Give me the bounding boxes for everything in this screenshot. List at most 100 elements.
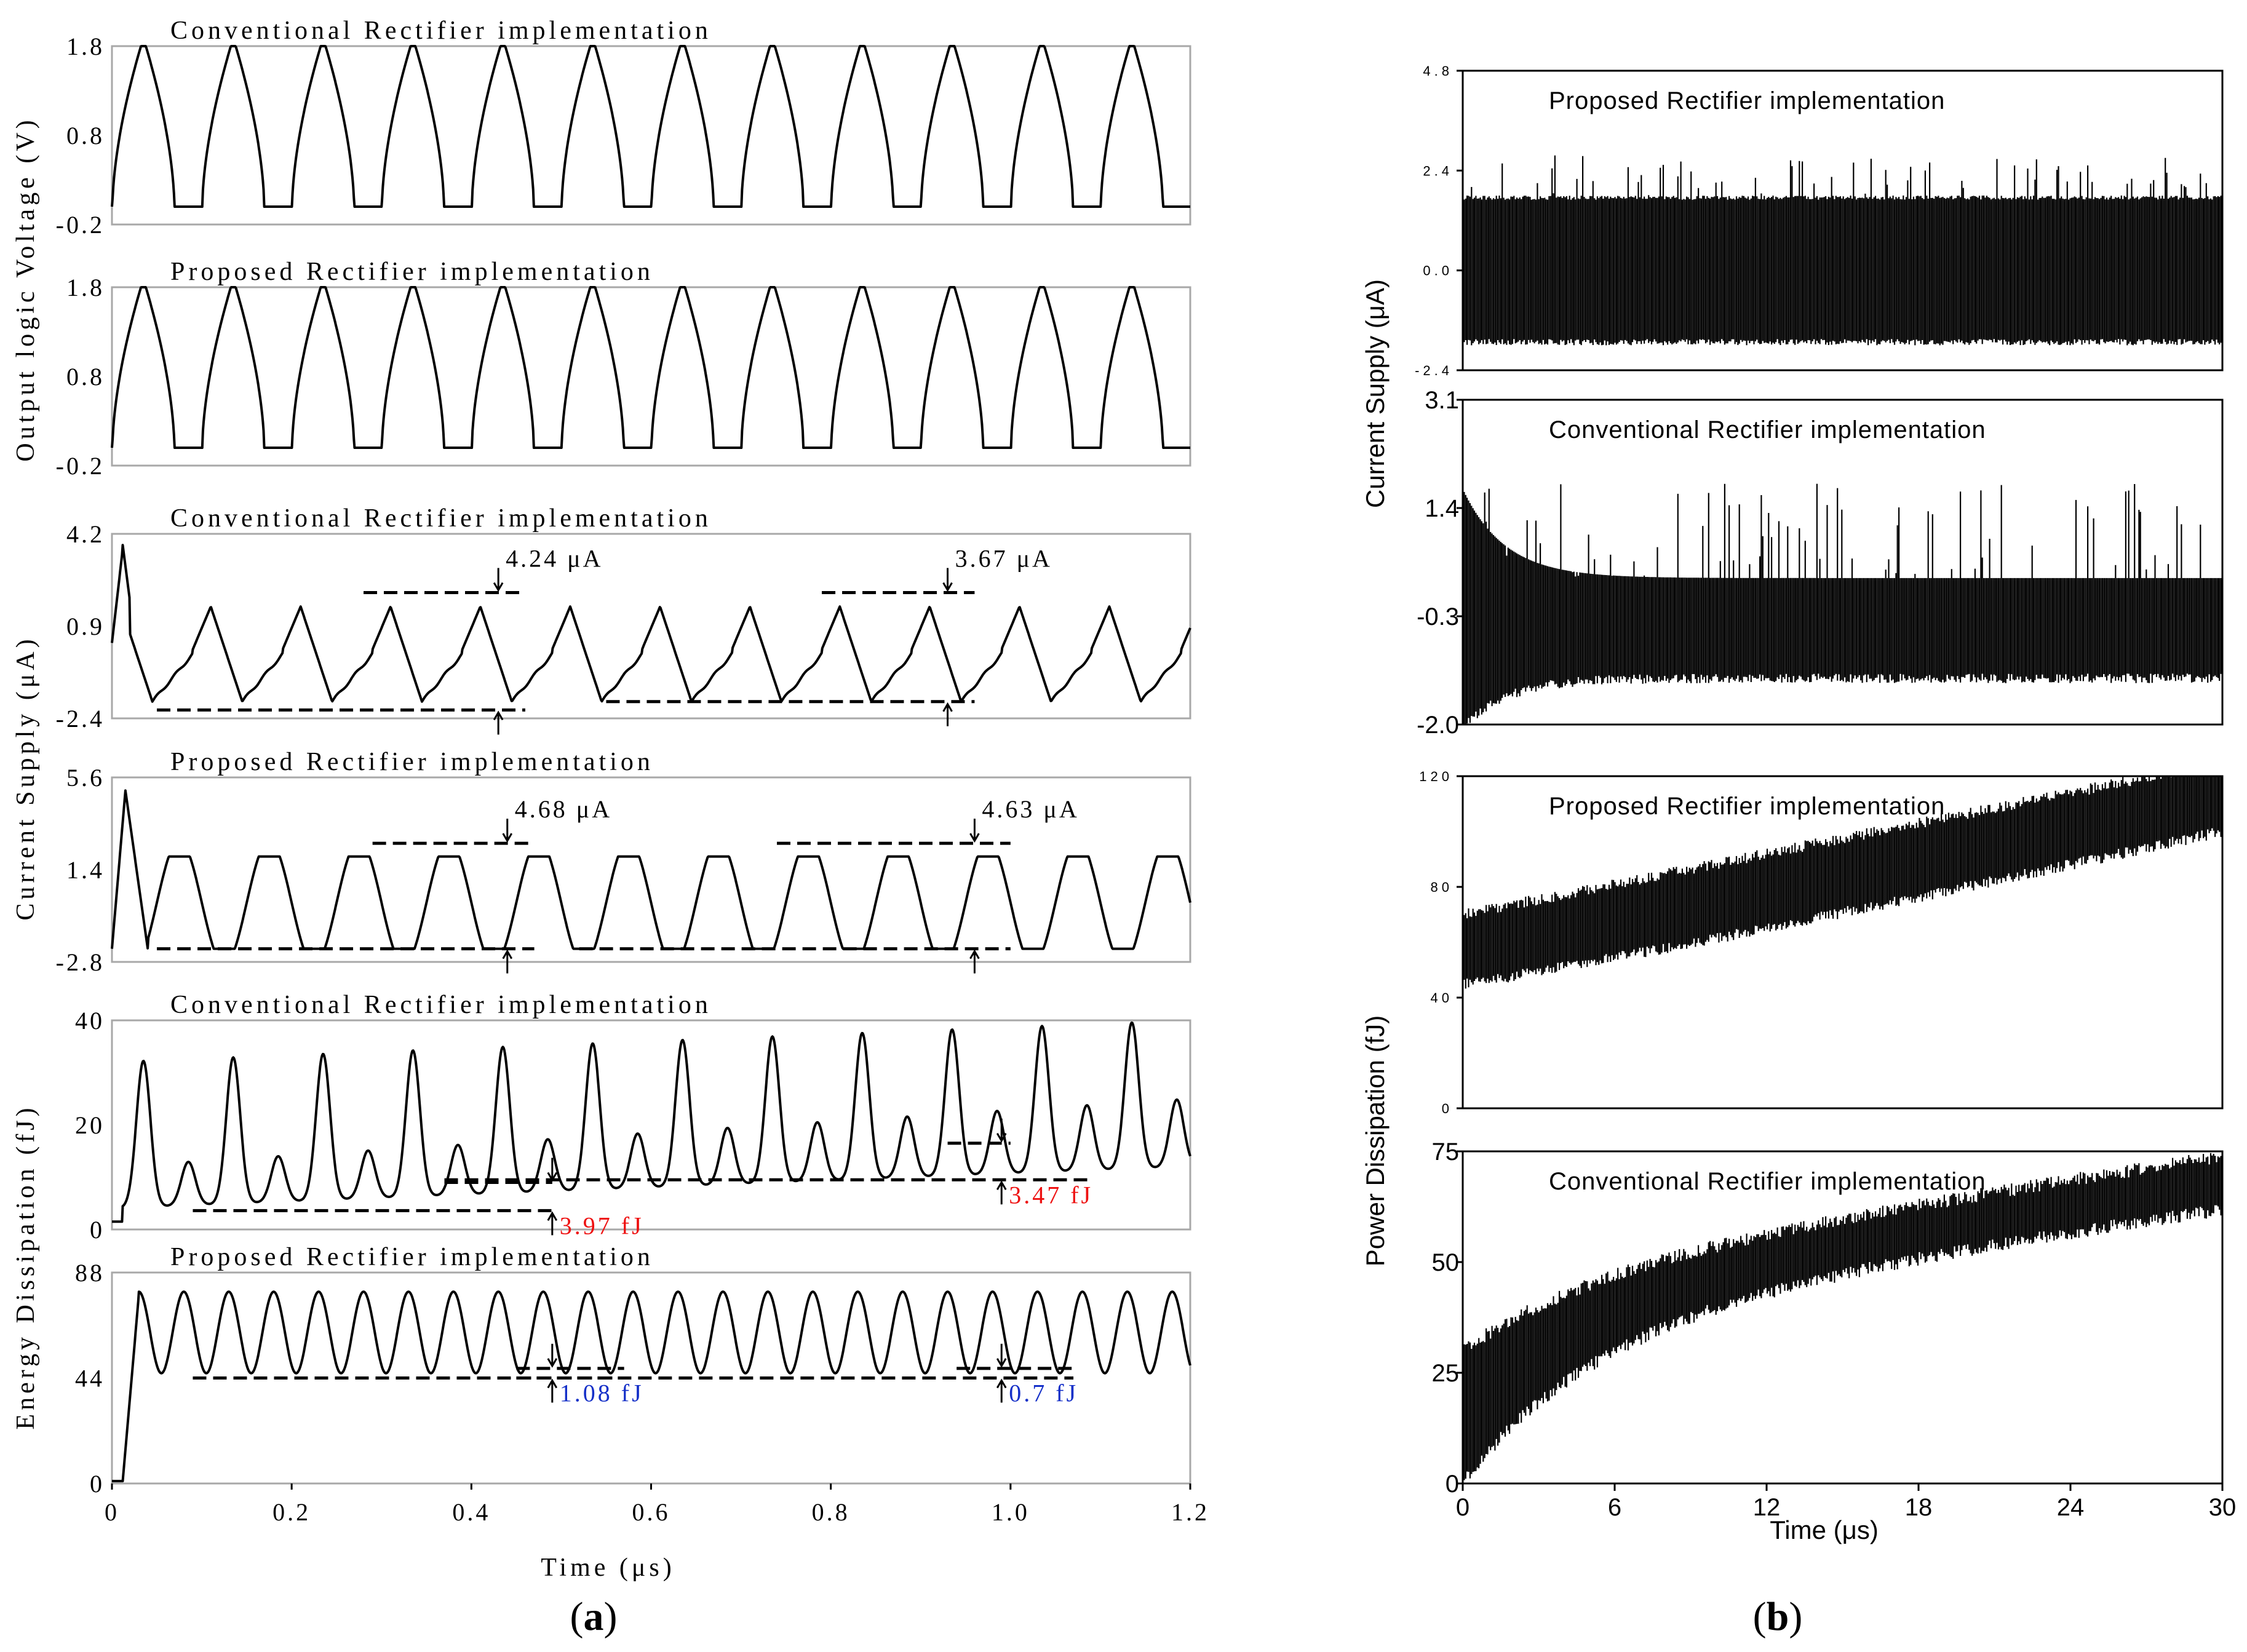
- y-tick-label: 25: [1432, 1360, 1460, 1387]
- annotation-label: 1.08 fJ: [560, 1380, 644, 1407]
- annotation-label: 3.97 fJ: [560, 1212, 644, 1239]
- plot-title: Proposed Rectifier implementation: [1549, 793, 1945, 820]
- annotation-label: 4.63 μA: [982, 795, 1079, 823]
- arrow-down: [969, 819, 980, 843]
- y-tick-label: 2.4: [1423, 163, 1453, 178]
- panel-b: Proposed Rectifier implementation 4.8 2.4 0…: [1361, 63, 2236, 1544]
- y-tick-label: 0: [90, 1470, 105, 1498]
- y-tick-label: 0.0: [1423, 263, 1453, 279]
- plot-title: Proposed Rectifier implementation: [1549, 87, 1945, 114]
- plot-title: Conventional Rectifier implementation: [170, 504, 712, 533]
- arrow-up: [547, 1378, 558, 1403]
- plot-title: Proposed Rectifier implementation: [170, 1243, 654, 1271]
- series-line: [111, 544, 1191, 703]
- y-axis-label: Energy Dissipation (fJ): [12, 1104, 40, 1429]
- series-line: [1462, 1151, 2224, 1483]
- plot-title: Proposed Rectifier implementation: [170, 748, 654, 776]
- chart-a5: Conventional Rectifier implementation 40 2…: [75, 991, 1191, 1244]
- x-tick-label: 0.4: [452, 1498, 490, 1526]
- annotation-label: 3.67 μA: [955, 544, 1052, 572]
- arrow-up: [996, 1180, 1007, 1205]
- y-axis-label: Power Dissipation (fJ): [1361, 1015, 1390, 1266]
- arrow-down: [942, 568, 953, 592]
- y-tick-label: 0.8: [66, 122, 105, 149]
- x-tick-label: 1.2: [1171, 1498, 1209, 1526]
- y-tick-label: -2.8: [56, 948, 105, 976]
- y-tick-label: 5.6: [66, 764, 105, 792]
- plot-frame: [111, 45, 1191, 226]
- y-axis-label: Current Supply (μA): [1361, 279, 1390, 508]
- chart-b1: Proposed Rectifier implementation 4.8 2.4 0…: [1415, 63, 2224, 378]
- y-tick-label: 40: [1431, 990, 1453, 1006]
- y-tick-label: 44: [75, 1365, 105, 1392]
- x-tick-label: 18: [1905, 1494, 1933, 1521]
- y-tick-label: -0.2: [56, 452, 105, 480]
- y-tick-label: 4.2: [66, 520, 105, 548]
- plot-frame: [1462, 1150, 2224, 1485]
- x-axis-label: Time (μs): [1770, 1515, 1879, 1544]
- y-tick-label: 50: [1432, 1249, 1460, 1276]
- plot-frame: [111, 776, 1191, 963]
- x-tick-label: 0.8: [812, 1498, 850, 1526]
- y-tick-label: 20: [75, 1111, 105, 1139]
- y-tick-label: 1.4: [1425, 495, 1459, 522]
- arrow-down: [502, 819, 513, 843]
- y-tick-label: 1.8: [66, 274, 105, 301]
- y-tick-label: 0.8: [66, 363, 105, 391]
- arrow-up: [969, 949, 980, 974]
- chart-a1: Conventional Rectifier implementation 1.8…: [56, 17, 1191, 239]
- arrow-up: [942, 702, 953, 726]
- chart-a2: Proposed Rectifier implementation 1.8 0.8 -…: [56, 258, 1191, 480]
- plot-title: Conventional Rectifier implementation: [170, 17, 712, 45]
- y-tick-label: 0: [90, 1216, 105, 1244]
- plot-title: Proposed Rectifier implementation: [170, 258, 654, 286]
- y-tick-label: 0: [1446, 1471, 1459, 1498]
- y-tick-label: 88: [75, 1259, 105, 1287]
- series-line: [111, 286, 1191, 449]
- y-tick-label: 4.8: [1423, 63, 1453, 79]
- arrow-down: [547, 1343, 558, 1368]
- y-axis-label: Output logic Voltage (V): [12, 116, 40, 461]
- x-tick-label: 6: [1608, 1494, 1621, 1521]
- plot-title: Conventional Rectifier implementation: [170, 991, 712, 1019]
- chart-a4: Proposed Rectifier implementation 5.6 1.4 -…: [56, 748, 1191, 976]
- x-tick-label: 1.0: [992, 1498, 1030, 1526]
- y-tick-label: 3.1: [1425, 387, 1459, 414]
- chart-a3: Conventional Rectifier implementation 4.2…: [56, 504, 1191, 735]
- arrow-down: [996, 1343, 1007, 1368]
- plot-title: Conventional Rectifier implementation: [1549, 1168, 1986, 1195]
- plot-frame: [111, 1019, 1191, 1231]
- y-tick-label: 0: [1442, 1101, 1453, 1116]
- series-line: [1462, 155, 2224, 346]
- chart-b3: Proposed Rectifier implementation 120 80 40…: [1419, 769, 2224, 1116]
- x-tick-label: 0.2: [272, 1498, 311, 1526]
- series-line: [111, 45, 1191, 208]
- annotation-label: 3.47 fJ: [1009, 1181, 1093, 1209]
- y-tick-label: -0.2: [56, 211, 105, 239]
- y-tick-label: 1.4: [66, 856, 105, 884]
- panel-b-label: (b): [1753, 1594, 1803, 1639]
- y-tick-label: -2.0: [1417, 712, 1459, 739]
- y-tick-label: 40: [75, 1007, 105, 1034]
- plot-frame: [111, 533, 1191, 720]
- series-line: [111, 789, 1191, 950]
- panel-a: Conventional Rectifier implementation 1.8…: [12, 17, 1209, 1582]
- annotation-label: 4.68 μA: [515, 795, 612, 823]
- plot-title: Conventional Rectifier implementation: [1549, 416, 1986, 443]
- y-tick-label: 80: [1431, 880, 1453, 895]
- y-tick-label: 1.8: [66, 33, 105, 60]
- arrow-down: [493, 568, 504, 592]
- y-tick-label: 120: [1419, 769, 1453, 784]
- series-line: [1462, 776, 2224, 990]
- x-tick-label: 0: [1456, 1494, 1469, 1521]
- arrow-up: [996, 1378, 1007, 1403]
- x-tick-label: 0: [105, 1498, 119, 1526]
- x-axis-label: Time (μs): [541, 1554, 675, 1582]
- y-tick-label: 0.9: [66, 613, 105, 640]
- arrow-up: [493, 710, 504, 735]
- y-tick-label: -0.3: [1417, 603, 1459, 630]
- chart-b4: Conventional Rectifier implementation 75 5…: [1432, 1138, 2237, 1544]
- y-tick-label: 75: [1432, 1138, 1460, 1166]
- plot-frame: [111, 286, 1191, 467]
- x-tick-label: 30: [2209, 1494, 2237, 1521]
